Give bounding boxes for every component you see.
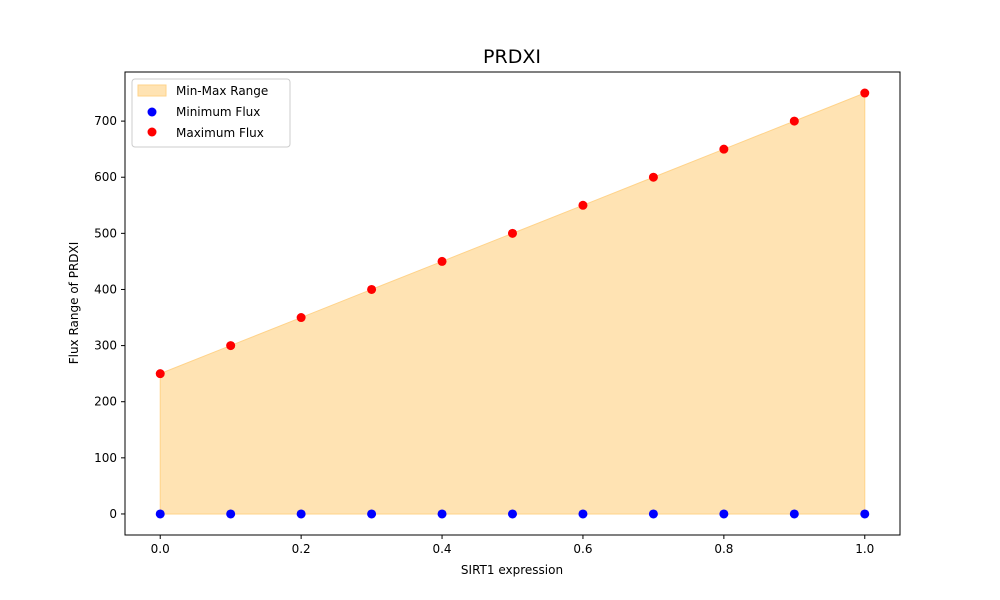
maximum-flux-point xyxy=(155,369,165,379)
legend-marker-minimum-flux xyxy=(147,107,157,117)
x-tick-label: 0.2 xyxy=(292,542,311,556)
minimum-flux-point xyxy=(508,509,517,519)
y-tick-label: 700 xyxy=(94,114,117,128)
minimum-flux-point xyxy=(578,509,588,519)
legend-swatch-min-max-range xyxy=(137,84,167,97)
plot-frame xyxy=(124,71,901,536)
y-axis: 0 100 200 300 400 500 600 700 xyxy=(94,114,125,521)
legend-label-minimum-flux: Minimum Flux xyxy=(176,105,260,119)
minimum-flux-point xyxy=(719,509,729,519)
maximum-flux-point xyxy=(860,88,870,98)
x-tick-label: 1.0 xyxy=(855,542,874,556)
y-tick-label: 400 xyxy=(94,282,117,296)
minimum-flux-point xyxy=(367,509,377,519)
maximum-flux-point xyxy=(508,228,517,238)
maximum-flux-point xyxy=(719,144,729,154)
x-tick-label: 0.0 xyxy=(151,542,170,556)
minimum-flux-point xyxy=(860,509,870,519)
x-axis: 0.0 0.2 0.4 0.6 0.8 1.0 xyxy=(151,535,874,556)
y-axis-label: Flux Range of PRDXI xyxy=(67,242,81,365)
y-tick-label: 500 xyxy=(94,226,117,240)
maximum-flux-point xyxy=(226,341,236,351)
chart-title: PRDXI xyxy=(483,46,541,68)
maximum-flux-point xyxy=(296,313,306,323)
legend-marker-maximum-flux xyxy=(147,127,157,137)
min-max-range-area xyxy=(159,92,866,515)
legend-label-maximum-flux: Maximum Flux xyxy=(176,126,264,140)
y-tick-label: 100 xyxy=(94,451,117,465)
minimum-flux-point xyxy=(296,509,306,519)
legend-label-min-max-range: Min-Max Range xyxy=(176,84,268,98)
minimum-flux-point xyxy=(789,509,799,519)
minimum-flux-point xyxy=(648,509,658,519)
maximum-flux-point xyxy=(437,256,447,266)
x-tick-label: 0.4 xyxy=(432,542,451,556)
plot-area xyxy=(155,88,870,519)
y-tick-label: 200 xyxy=(94,395,117,409)
legend-frame xyxy=(131,78,291,148)
x-tick-label: 0.6 xyxy=(573,542,592,556)
x-tick-label: 0.8 xyxy=(714,542,733,556)
y-tick-label: 300 xyxy=(94,339,117,353)
y-tick-label: 0 xyxy=(109,507,117,521)
maximum-flux-point xyxy=(789,116,799,126)
x-axis-label: SIRT1 expression xyxy=(461,563,563,577)
minimum-flux-point xyxy=(437,509,447,519)
y-tick-label: 600 xyxy=(94,170,117,184)
maximum-flux-point xyxy=(578,200,588,210)
minimum-flux-point xyxy=(155,509,165,519)
legend: Min-Max Range Minimum Flux Maximum Flux xyxy=(131,78,291,148)
maximum-flux-point xyxy=(367,284,377,294)
maximum-flux-point xyxy=(648,172,658,182)
minimum-flux-point xyxy=(226,509,236,519)
